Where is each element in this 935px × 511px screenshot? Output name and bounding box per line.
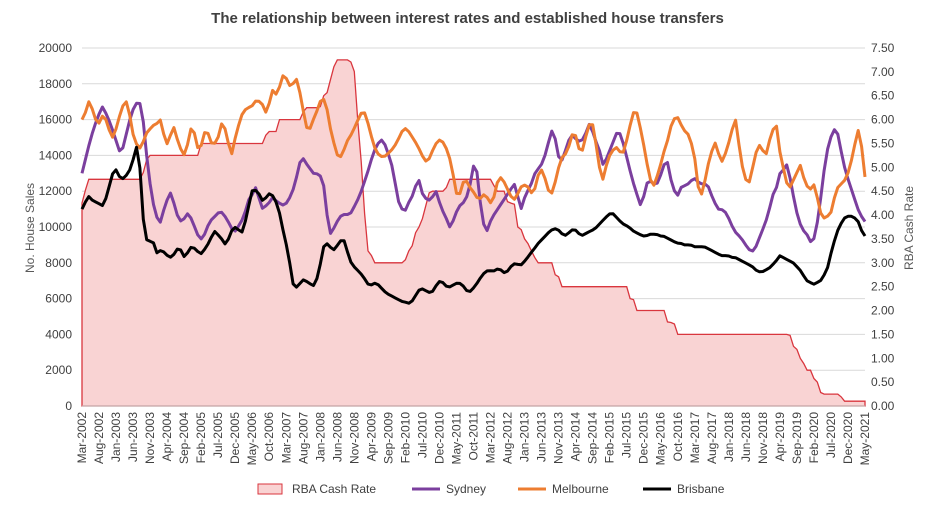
x-tick-label: Jul-2020: [824, 412, 838, 458]
y2-tick-label: 4.50: [871, 184, 895, 198]
line-layer: [80, 74, 867, 305]
x-tick-label: Feb-2010: [398, 412, 412, 464]
y2-tick-label: 4.00: [871, 208, 895, 222]
y2-tick-label: 1.50: [871, 327, 895, 341]
x-tick-label: Apr-2004: [160, 412, 174, 462]
y2-tick-label: 0.50: [871, 375, 895, 389]
x-tick-label: Nov-2003: [143, 412, 157, 464]
x-tick-label: Apr-2009: [364, 412, 378, 462]
x-tick-label: Dec-2020: [841, 412, 855, 464]
x-tick-label: Jan-2018: [722, 412, 736, 462]
y2-tick-label: 2.50: [871, 280, 895, 294]
x-tick-label: Nov-2018: [756, 412, 770, 464]
legend-swatch: [257, 483, 283, 495]
x-tick-label: Aug-2017: [705, 412, 719, 464]
x-tick-label: Aug-2007: [296, 412, 310, 464]
y2-tick-label: 5.00: [871, 160, 895, 174]
y-tick-label: 4000: [45, 327, 72, 341]
area-layer: [81, 59, 866, 407]
y2-tick-label: 7.00: [871, 65, 895, 79]
x-tick-label: Sep-2019: [790, 412, 804, 464]
x-tick-label: Oct-2006: [262, 412, 276, 462]
x-tick-label: Jun-2013: [535, 412, 549, 462]
y-tick-label: 20000: [39, 41, 73, 55]
x-tick-label: Apr-2019: [773, 412, 787, 462]
x-tick-label: Nov-2008: [347, 412, 361, 464]
x-tick-label: May-2016: [654, 412, 668, 466]
y-tick-label: 14000: [39, 148, 73, 162]
x-tick-label: Sep-2009: [381, 412, 395, 464]
x-tick-label: Aug-2012: [501, 412, 515, 464]
y-tick-label: 6000: [45, 292, 72, 306]
x-tick-label: Oct-2011: [467, 412, 481, 461]
legend-label: Melbourne: [552, 482, 609, 496]
y2-tick-label: 2.00: [871, 304, 895, 318]
y-tick-label: 18000: [39, 77, 73, 91]
legend: RBA Cash Rate Sydney Melbourne Brisbane: [257, 482, 725, 496]
legend-label: RBA Cash Rate: [292, 482, 376, 496]
legend-label: Brisbane: [677, 482, 725, 496]
y2-tick-label: 6.00: [871, 113, 895, 127]
x-tick-label: Jun-2003: [126, 412, 140, 462]
x-tick-label: May-2011: [449, 412, 463, 465]
axis-layer: 0 2000 4000 6000 8000 10000 12000 14000 16000 180…: [39, 41, 895, 465]
x-tick-label: Dec-2005: [228, 412, 242, 464]
x-tick-label: Feb-2020: [807, 412, 821, 464]
x-tick-label: Sep-2004: [177, 412, 191, 464]
y-tick-label: 12000: [39, 184, 73, 198]
x-tick-label: Mar-2002: [75, 412, 89, 464]
x-tick-label: Feb-2015: [603, 412, 617, 464]
series-line-melbourne: [80, 74, 867, 220]
y2-axis-title: RBA Cash Rate: [902, 186, 916, 270]
x-tick-label: Jul-2010: [415, 412, 429, 458]
x-tick-label: Dec-2010: [432, 412, 446, 464]
x-tick-label: Mar-2017: [688, 412, 702, 464]
x-tick-label: Jan-2003: [109, 412, 123, 462]
chart-title: The relationship between interest rates …: [211, 10, 724, 27]
series-line-brisbane: [80, 145, 867, 305]
x-tick-label: Dec-2015: [637, 412, 651, 464]
x-tick-label: Jun-2018: [739, 412, 753, 462]
y-tick-label: 8000: [45, 256, 72, 270]
x-tick-label: Apr-2014: [569, 412, 583, 462]
y2-tick-label: 3.00: [871, 256, 895, 270]
x-tick-label: May-2021: [858, 412, 872, 466]
y2-tick-label: 6.50: [871, 89, 895, 103]
x-tick-label: Aug-2002: [92, 412, 106, 464]
x-tick-label: Oct-2016: [671, 412, 685, 462]
x-tick-label: Nov-2013: [552, 412, 566, 464]
x-tick-label: Jan-2013: [518, 412, 532, 462]
legend-label: Sydney: [446, 482, 486, 496]
y-tick-label: 0: [65, 399, 72, 413]
y-axis-title: No. House Sales: [23, 183, 37, 273]
y2-tick-label: 5.50: [871, 136, 895, 150]
x-tick-label: May-2006: [245, 412, 259, 466]
y-tick-label: 10000: [39, 220, 73, 234]
x-tick-label: Jul-2005: [211, 412, 225, 458]
y-tick-label: 16000: [39, 113, 73, 127]
x-tick-label: Mar-2007: [279, 412, 293, 464]
y-tick-label: 2000: [45, 363, 72, 377]
x-tick-label: Mar-2012: [484, 412, 498, 464]
y2-tick-label: 3.50: [871, 232, 895, 246]
x-tick-label: Jun-2008: [330, 412, 344, 462]
x-tick-label: Sep-2014: [586, 412, 600, 464]
series-line-sydney: [80, 101, 867, 253]
series-area-rba-cash-rate: [81, 59, 866, 407]
x-tick-label: Feb-2005: [194, 412, 208, 464]
y2-tick-label: 1.00: [871, 351, 895, 365]
y2-tick-label: 0.00: [871, 399, 895, 413]
x-tick-label: Jan-2008: [313, 412, 327, 462]
y2-tick-label: 7.50: [871, 41, 895, 55]
x-tick-label: Jul-2015: [620, 412, 634, 458]
